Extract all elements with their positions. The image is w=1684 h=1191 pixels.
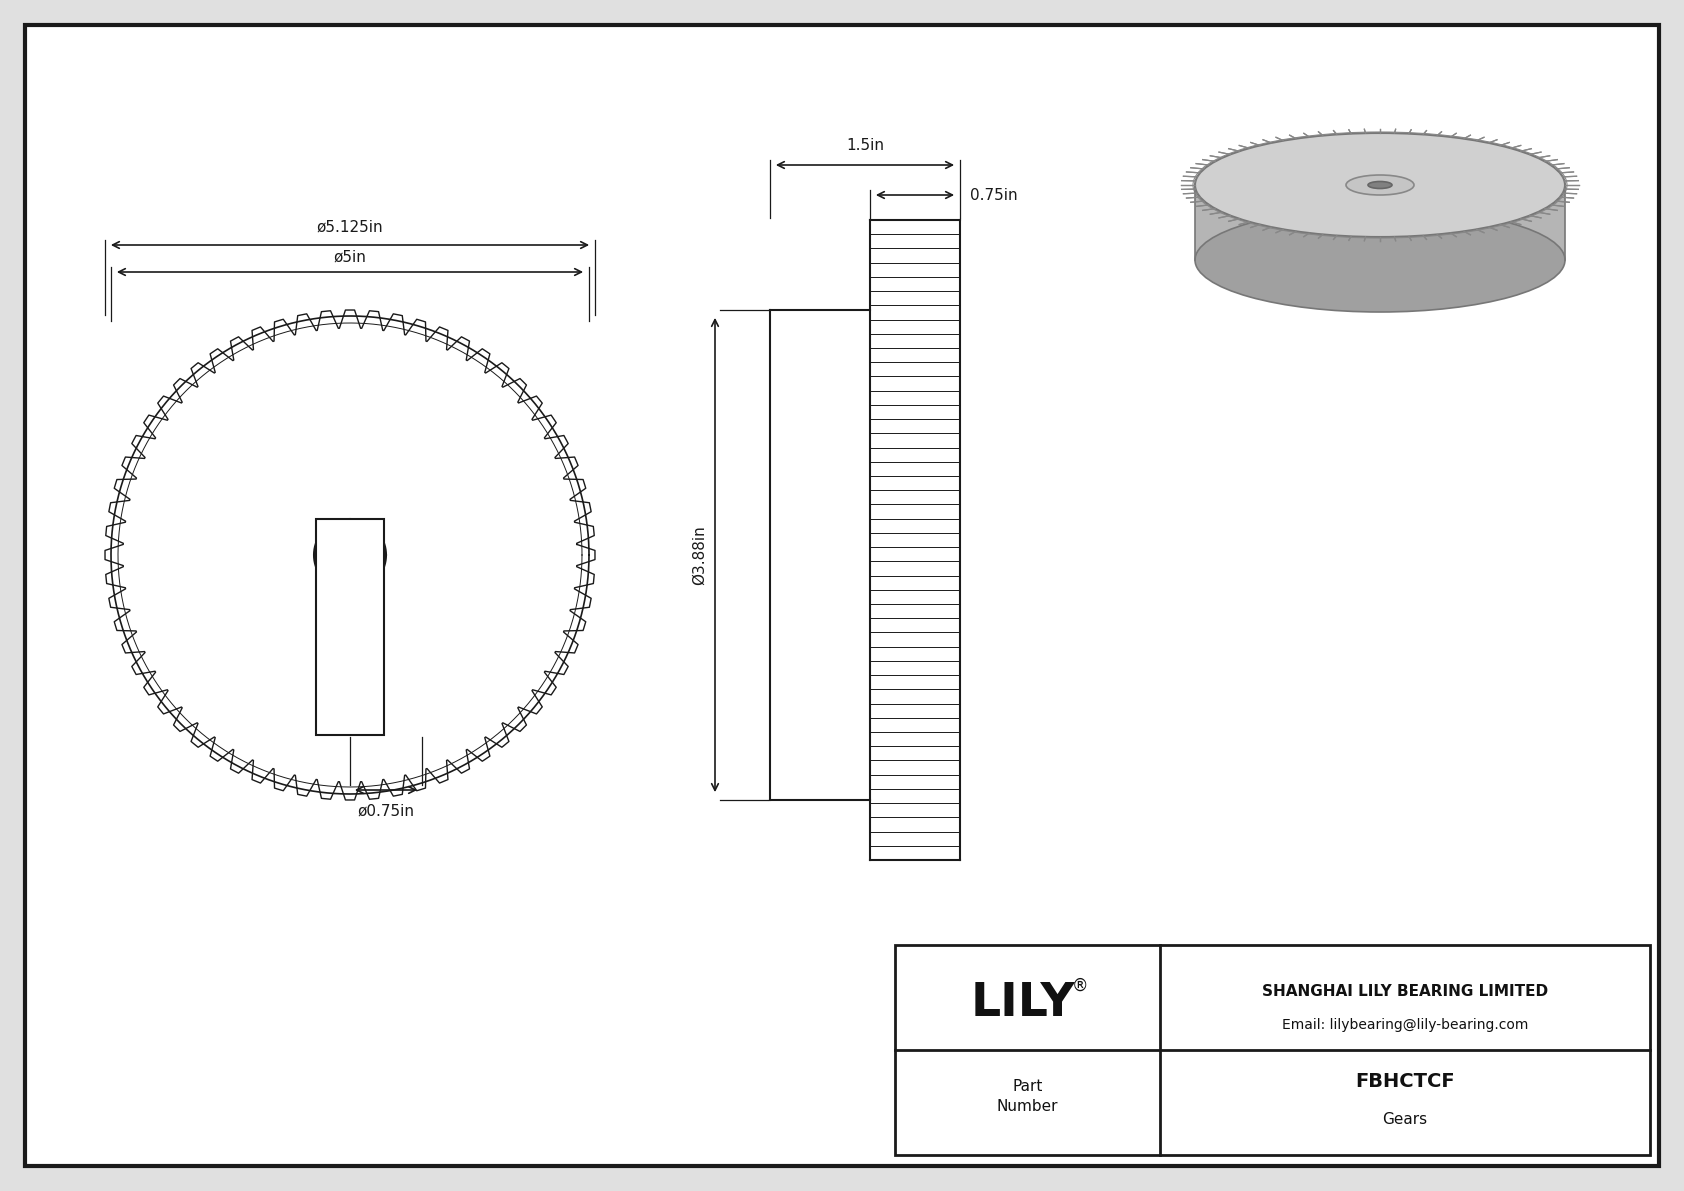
Text: ø0.75in: ø0.75in bbox=[357, 804, 414, 819]
Bar bbox=[317, 519, 384, 735]
Text: Ø3.88in: Ø3.88in bbox=[692, 525, 707, 585]
Text: ø5in: ø5in bbox=[333, 249, 367, 264]
Text: 1.5in: 1.5in bbox=[845, 138, 884, 152]
Text: ®: ® bbox=[1071, 977, 1088, 994]
Text: 0.75in: 0.75in bbox=[970, 187, 1017, 202]
Ellipse shape bbox=[1196, 208, 1564, 312]
Text: ø5.125in: ø5.125in bbox=[317, 220, 384, 235]
Text: FBHCTCF: FBHCTCF bbox=[1356, 1072, 1455, 1091]
Ellipse shape bbox=[1367, 181, 1393, 188]
Polygon shape bbox=[1196, 185, 1564, 260]
Text: Gears: Gears bbox=[1383, 1112, 1428, 1127]
Text: Part
Number: Part Number bbox=[997, 1079, 1058, 1114]
Bar bbox=[894, 944, 1650, 1155]
Text: SHANGHAI LILY BEARING LIMITED: SHANGHAI LILY BEARING LIMITED bbox=[1261, 984, 1548, 999]
Text: LILY: LILY bbox=[970, 981, 1074, 1027]
Ellipse shape bbox=[1196, 133, 1564, 237]
Text: Email: lilybearing@lily-bearing.com: Email: lilybearing@lily-bearing.com bbox=[1282, 1018, 1527, 1031]
Ellipse shape bbox=[1346, 175, 1415, 195]
